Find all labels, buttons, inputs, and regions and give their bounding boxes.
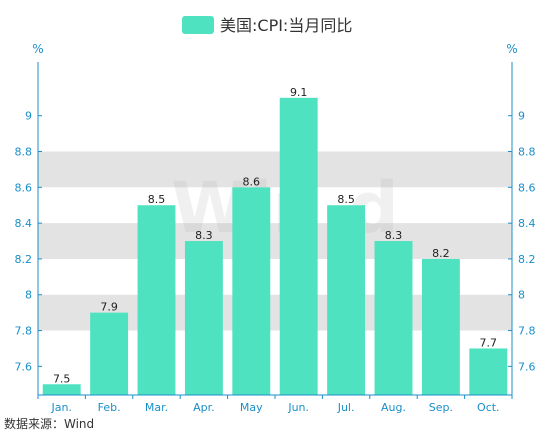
y-tick-label-left: 8.8 <box>15 146 33 159</box>
y-tick-label-left: 8.2 <box>15 253 33 266</box>
y-tick-label-left: 8.4 <box>15 217 33 230</box>
x-tick-label: Aug. <box>381 401 406 414</box>
y-tick-label-left: 8 <box>25 289 32 302</box>
bar[interactable] <box>137 205 176 395</box>
data-label: 7.9 <box>100 301 118 314</box>
bar[interactable] <box>374 241 413 395</box>
x-tick-label: May <box>240 401 263 414</box>
grid-band <box>38 151 512 188</box>
bar[interactable] <box>184 241 223 395</box>
bar[interactable] <box>327 205 366 395</box>
right-axis-unit: % <box>506 42 517 56</box>
y-tick-label-right: 7.6 <box>518 360 536 373</box>
y-tick-label-right: 8.6 <box>518 181 536 194</box>
source-note: 数据来源：Wind <box>4 416 94 431</box>
y-tick-label-right: 8 <box>518 289 525 302</box>
y-tick-label-left: 9 <box>25 110 32 123</box>
data-label: 8.3 <box>195 229 213 242</box>
y-tick-label-right: 9 <box>518 110 525 123</box>
data-label: 8.3 <box>385 229 403 242</box>
data-label: 8.5 <box>148 193 166 206</box>
data-label: 8.5 <box>337 193 355 206</box>
y-tick-label-left: 7.8 <box>15 325 33 338</box>
x-tick-label: Jul. <box>337 401 355 414</box>
bar[interactable] <box>42 384 81 395</box>
x-tick-label: Feb. <box>98 401 121 414</box>
y-tick-label-right: 8.4 <box>518 217 536 230</box>
x-tick-label: Sep. <box>429 401 453 414</box>
x-tick-label: Oct. <box>477 401 500 414</box>
bar[interactable] <box>232 187 271 395</box>
y-tick-label-right: 8.8 <box>518 146 536 159</box>
data-label: 7.7 <box>480 336 498 349</box>
data-label: 8.6 <box>243 175 261 188</box>
legend-swatch[interactable] <box>182 16 214 34</box>
x-tick-label: Mar. <box>145 401 168 414</box>
x-tick-label: Jan. <box>50 401 71 414</box>
x-tick-label: Apr. <box>193 401 215 414</box>
data-label: 8.2 <box>432 247 450 260</box>
data-label: 9.1 <box>290 86 308 99</box>
left-axis-unit: % <box>32 42 43 56</box>
legend-label: 美国:CPI:当月同比 <box>220 16 352 35</box>
bar-series: 7.5 Jan. 7.9 Feb. 8.5 Mar. 8.3 Apr. 8.6 May 9.1 Jun… <box>42 86 508 414</box>
bar[interactable] <box>421 258 460 395</box>
y-tick-label-right: 7.8 <box>518 325 536 338</box>
y-tick-label-left: 8.6 <box>15 181 33 194</box>
x-tick-label: Jun. <box>287 401 309 414</box>
y-tick-label-left: 7.6 <box>15 360 33 373</box>
data-label: 7.5 <box>53 372 71 385</box>
grid-band <box>38 223 512 259</box>
bar[interactable] <box>279 97 318 395</box>
y-tick-label-right: 8.2 <box>518 253 536 266</box>
axes: 7.6 7.6 7.8 7.8 8 8 8.2 8.2 8.4 8.4 8.6 8.6 8.8 8.8 9 9 <box>15 62 536 399</box>
bar[interactable] <box>469 348 508 395</box>
bar[interactable] <box>90 312 129 395</box>
